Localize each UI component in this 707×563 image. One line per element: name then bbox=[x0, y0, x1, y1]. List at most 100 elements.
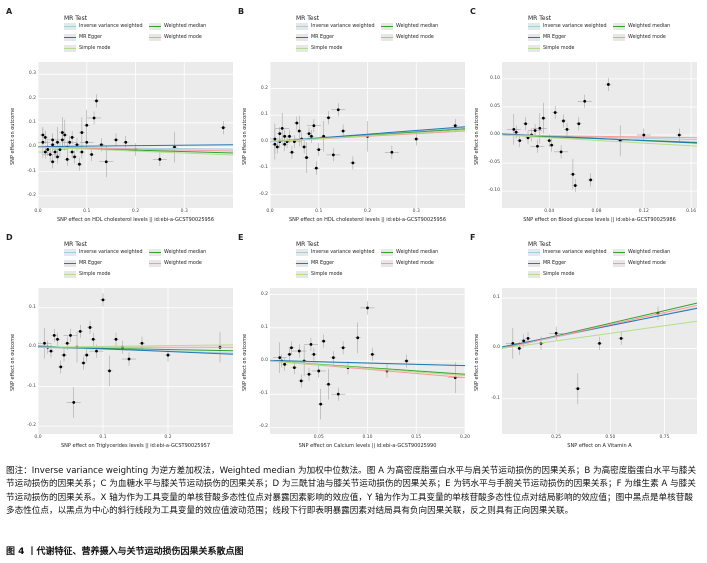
snp-point bbox=[166, 353, 170, 357]
legend-item: Inverse variance weighted bbox=[64, 249, 143, 256]
snp-point bbox=[288, 134, 291, 138]
legend-label: Weighted median bbox=[628, 24, 671, 29]
snp-point bbox=[341, 346, 345, 350]
legend-item: Weighted mode bbox=[381, 260, 434, 267]
y-axis-label: SNP effect on outcome bbox=[10, 107, 16, 165]
plot-area bbox=[270, 62, 465, 208]
y-tick-label: -0.2 bbox=[27, 192, 36, 198]
snp-point bbox=[299, 379, 303, 383]
snp-point bbox=[99, 143, 103, 147]
legend-label: Inverse variance weighted bbox=[79, 24, 143, 29]
figure-caption: 图注：Inverse variance weighting 为逆方差加权法，We… bbox=[6, 466, 697, 517]
legend-label: Simple mode bbox=[79, 272, 111, 277]
y-tick-label: 0.1 bbox=[260, 112, 268, 118]
legend-item: Weighted median bbox=[381, 249, 438, 256]
snp-point bbox=[677, 133, 681, 137]
y-tick-label: 0.2 bbox=[28, 95, 36, 101]
snp-point bbox=[72, 401, 76, 404]
legend-swatch bbox=[64, 249, 76, 256]
mr-line bbox=[38, 144, 233, 148]
x-axis-label: SNP effect on Blood glucose levels || id… bbox=[523, 217, 676, 223]
snp-point bbox=[56, 155, 59, 159]
snp-point bbox=[541, 116, 545, 120]
panel-f: F MR Test Inverse variance weighted Weighte… bbox=[468, 232, 703, 465]
mr-line bbox=[38, 344, 233, 348]
snp-point bbox=[124, 140, 128, 144]
snp-point bbox=[43, 136, 47, 139]
snp-point bbox=[526, 336, 530, 340]
x-tick-label: 0.1 bbox=[99, 435, 107, 440]
snp-point bbox=[65, 157, 69, 161]
legend-label: MR Egger bbox=[311, 35, 335, 40]
panel-e: E MR Test Inverse variance weighted Weighte… bbox=[236, 232, 471, 465]
snp-point bbox=[514, 130, 518, 134]
snp-point bbox=[336, 392, 340, 396]
x-tick-label: 0.12 bbox=[638, 209, 649, 214]
x-tick-label: 0.0 bbox=[34, 209, 42, 214]
legend-label: Weighted mode bbox=[164, 261, 202, 266]
legend-label: MR Egger bbox=[543, 35, 567, 40]
snp-point bbox=[512, 127, 516, 131]
y-tick-label: 0.0 bbox=[260, 138, 268, 144]
snp-point bbox=[82, 361, 85, 365]
legend-label: Weighted mode bbox=[164, 35, 202, 40]
y-tick-label: 0.1 bbox=[492, 295, 500, 301]
snp-point bbox=[307, 132, 311, 136]
snp-point bbox=[273, 137, 277, 141]
snp-point bbox=[305, 156, 308, 159]
snp-point bbox=[221, 126, 225, 130]
y-tick-label: -0.1 bbox=[259, 165, 268, 171]
x-tick-label: 0.0 bbox=[34, 435, 42, 440]
snp-point bbox=[63, 133, 67, 137]
panel-label: C bbox=[470, 7, 476, 16]
y-tick-label: 0.1 bbox=[260, 324, 268, 330]
snp-point bbox=[526, 136, 530, 140]
legend: MR Test Inverse variance weighted Weighted… bbox=[64, 241, 239, 285]
snp-point bbox=[283, 142, 287, 146]
snp-point bbox=[292, 140, 296, 144]
legend-swatch bbox=[64, 23, 76, 30]
legend-label: Weighted mode bbox=[396, 261, 434, 266]
snp-point bbox=[173, 145, 176, 149]
snp-point bbox=[573, 184, 577, 187]
legend-item: Weighted mode bbox=[149, 34, 202, 41]
snp-point bbox=[619, 336, 623, 340]
legend-label: Weighted median bbox=[164, 250, 207, 255]
snp-point bbox=[43, 150, 47, 154]
legend-swatch bbox=[528, 271, 540, 278]
snp-point bbox=[51, 160, 55, 164]
legend-item: MR Egger bbox=[296, 260, 334, 267]
legend: MR Test Inverse variance weighted Weighted… bbox=[296, 15, 471, 59]
snp-point bbox=[58, 148, 62, 151]
legend-item: Weighted median bbox=[613, 23, 670, 30]
legend-item: Weighted mode bbox=[613, 34, 666, 41]
snp-point bbox=[53, 150, 57, 154]
snp-point bbox=[322, 339, 326, 343]
mr-line bbox=[38, 146, 233, 156]
snp-point bbox=[351, 161, 355, 165]
y-tick-label: -0.2 bbox=[259, 424, 268, 430]
y-tick-label: -0.05 bbox=[488, 160, 500, 166]
snp-point bbox=[356, 336, 360, 340]
snp-point bbox=[92, 116, 96, 120]
legend-item: Weighted mode bbox=[149, 260, 202, 267]
legend-title: MR Test bbox=[64, 15, 88, 22]
x-tick-label: 0.50 bbox=[605, 435, 616, 440]
legend-label: Weighted mode bbox=[628, 261, 666, 266]
legend-swatch bbox=[149, 260, 161, 267]
mr-line bbox=[502, 320, 697, 349]
legend-swatch bbox=[613, 23, 625, 30]
snp-point bbox=[314, 166, 318, 170]
snp-point bbox=[283, 362, 287, 366]
y-tick-label: -0.10 bbox=[488, 188, 500, 194]
snp-point bbox=[95, 99, 98, 103]
legend-label: Simple mode bbox=[311, 46, 343, 51]
snp-point bbox=[319, 402, 323, 406]
snp-point bbox=[280, 126, 284, 130]
x-tick-label: 0.08 bbox=[591, 209, 602, 214]
snp-point bbox=[68, 140, 72, 144]
snp-point bbox=[331, 356, 335, 360]
legend-label: Simple mode bbox=[543, 46, 575, 51]
legend-swatch bbox=[296, 271, 308, 278]
y-tick-label: -0.1 bbox=[27, 383, 36, 389]
